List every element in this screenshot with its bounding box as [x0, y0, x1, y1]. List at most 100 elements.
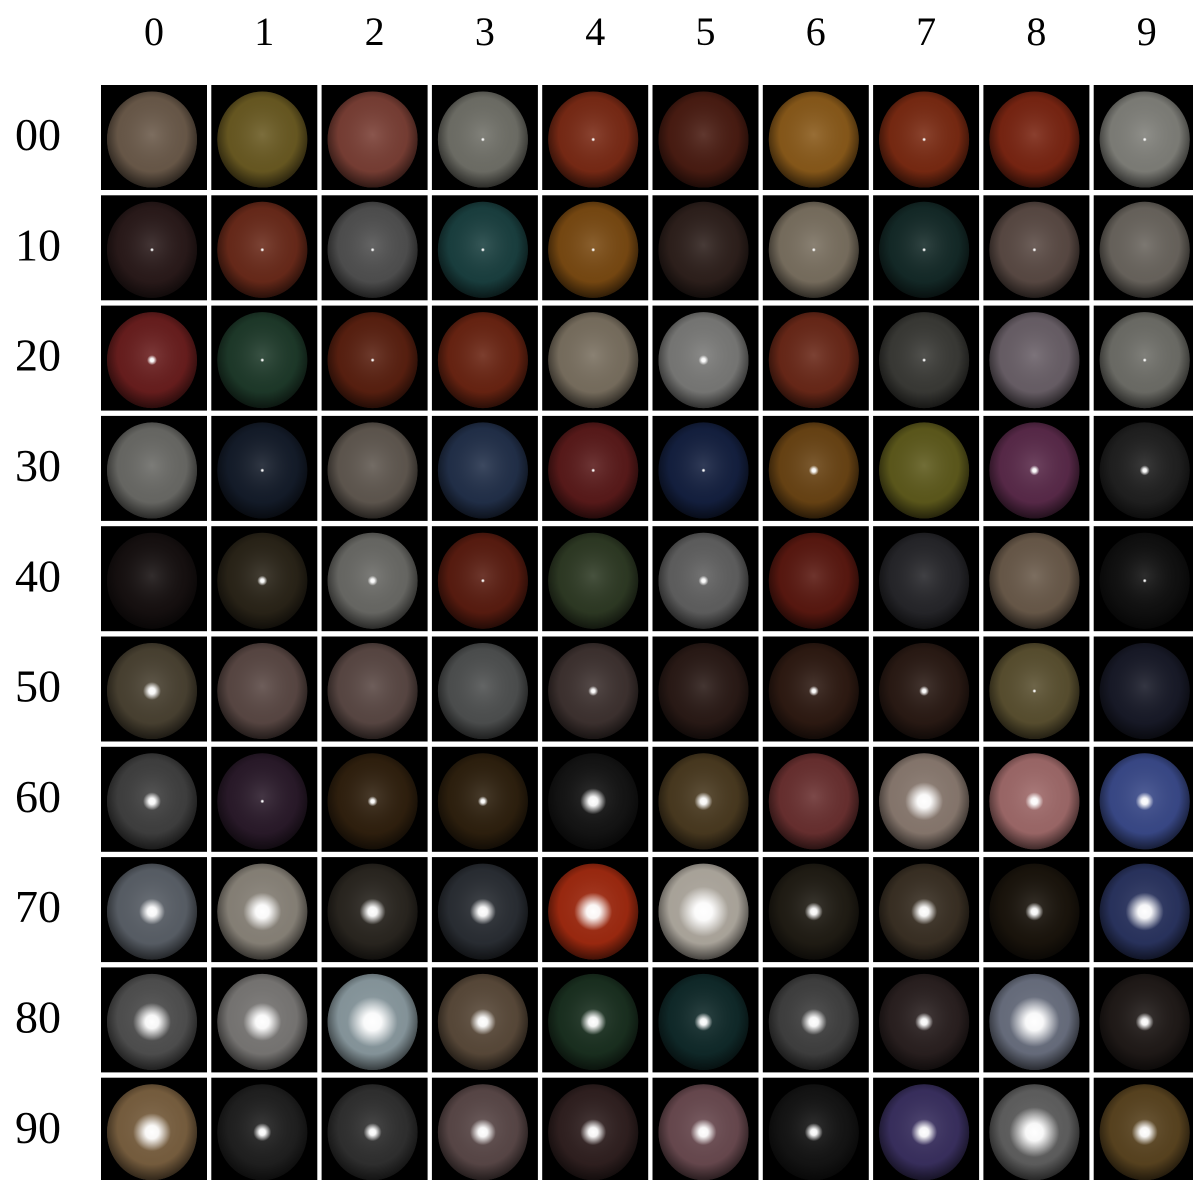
- sphere-cell: [1093, 305, 1193, 411]
- row-label: 40: [15, 550, 61, 601]
- sphere-cell: [873, 195, 980, 301]
- specular-highlight: [260, 799, 265, 804]
- sphere-shading: [107, 422, 197, 519]
- column-label: 7: [916, 9, 936, 54]
- sphere-shading: [989, 91, 1080, 188]
- row-label: 20: [15, 330, 61, 381]
- sphere-cell: [762, 746, 869, 852]
- specular-highlight: [347, 996, 398, 1047]
- sphere-cell: [983, 746, 1090, 852]
- sphere-shading: [658, 201, 749, 298]
- sphere-shading: [1099, 201, 1190, 298]
- sphere-cell: [211, 746, 318, 852]
- sphere-shading: [437, 312, 528, 409]
- specular-highlight: [678, 886, 729, 937]
- specular-highlight: [480, 578, 485, 583]
- specular-highlight: [905, 782, 944, 821]
- specular-highlight: [698, 575, 709, 586]
- sphere-cell: [983, 1077, 1090, 1180]
- specular-highlight: [243, 1002, 282, 1041]
- specular-highlight: [260, 247, 265, 252]
- sphere-cell: [211, 415, 318, 521]
- sphere-cell: [542, 415, 649, 521]
- specular-highlight: [1009, 1107, 1060, 1158]
- sphere-shading: [548, 312, 639, 409]
- specular-highlight: [1135, 792, 1154, 811]
- specular-highlight: [1125, 892, 1164, 931]
- specular-highlight: [919, 686, 930, 696]
- sphere-cell: [762, 1077, 869, 1180]
- row-label: 30: [15, 440, 61, 491]
- column-label: 8: [1026, 9, 1046, 54]
- specular-highlight: [580, 1008, 607, 1035]
- row-label: 00: [15, 109, 61, 160]
- sphere-cell: [101, 857, 207, 963]
- sphere-cell: [873, 967, 980, 1073]
- sphere-cell: [542, 526, 649, 632]
- sphere-shading: [768, 91, 859, 188]
- sphere-cell: [321, 636, 428, 742]
- sphere-cell: [983, 195, 1090, 301]
- specular-highlight: [701, 468, 706, 473]
- sphere-cell: [431, 195, 538, 301]
- specular-highlight: [922, 358, 927, 363]
- specular-highlight: [1025, 902, 1044, 921]
- sphere-shading: [437, 422, 528, 519]
- sphere-cell: [431, 1077, 538, 1180]
- sphere-cell: [1093, 415, 1193, 521]
- sphere-cell: [211, 195, 318, 301]
- specular-highlight: [1142, 137, 1147, 142]
- sphere-cell: [321, 967, 428, 1073]
- sphere-cell: [542, 967, 649, 1073]
- specular-highlight: [1142, 578, 1147, 583]
- sphere-cell: [431, 526, 538, 632]
- column-label: 5: [696, 9, 716, 54]
- sphere-cell: [321, 857, 428, 963]
- sphere-cell: [983, 526, 1090, 632]
- specular-highlight: [588, 686, 599, 696]
- sphere-cell: [101, 195, 207, 301]
- sphere-cell: [873, 85, 980, 190]
- specular-highlight: [139, 898, 165, 925]
- specular-highlight: [800, 1008, 827, 1035]
- specular-highlight: [1032, 247, 1037, 252]
- column-label: 4: [585, 9, 605, 54]
- sphere-cell: [542, 746, 649, 852]
- sphere-cell: [431, 305, 538, 411]
- specular-highlight: [922, 247, 927, 252]
- row-label: 70: [15, 881, 61, 932]
- sphere-cell: [101, 415, 207, 521]
- row-label: 80: [15, 991, 61, 1042]
- specular-highlight: [591, 137, 596, 142]
- sphere-cell: [762, 85, 869, 190]
- specular-highlight: [1142, 358, 1147, 363]
- sphere-cell: [652, 636, 759, 742]
- sphere-shading: [768, 312, 859, 409]
- sphere-cell: [762, 857, 869, 963]
- specular-highlight: [469, 1119, 496, 1146]
- sphere-cell: [873, 1077, 980, 1180]
- specular-highlight: [367, 575, 378, 586]
- sphere-shading: [217, 91, 308, 188]
- specular-highlight: [370, 358, 375, 363]
- sphere-cell: [983, 415, 1090, 521]
- sphere-cell: [542, 305, 649, 411]
- sphere-cell: [762, 526, 869, 632]
- sphere-shading: [658, 643, 749, 739]
- sphere-cell: [321, 526, 428, 632]
- sphere-shading: [107, 532, 197, 629]
- specular-highlight: [367, 796, 378, 807]
- specular-highlight: [804, 1123, 823, 1142]
- specular-highlight: [1025, 792, 1044, 811]
- sphere-shading: [437, 643, 528, 739]
- specular-highlight: [1029, 465, 1040, 476]
- sphere-shading: [327, 91, 418, 188]
- specular-highlight: [480, 247, 485, 252]
- specular-highlight: [1032, 689, 1037, 693]
- column-label: 9: [1137, 9, 1157, 54]
- specular-highlight: [260, 358, 265, 363]
- sphere-shading: [768, 532, 859, 629]
- sphere-shading: [768, 753, 859, 850]
- sphere-shading: [658, 91, 749, 188]
